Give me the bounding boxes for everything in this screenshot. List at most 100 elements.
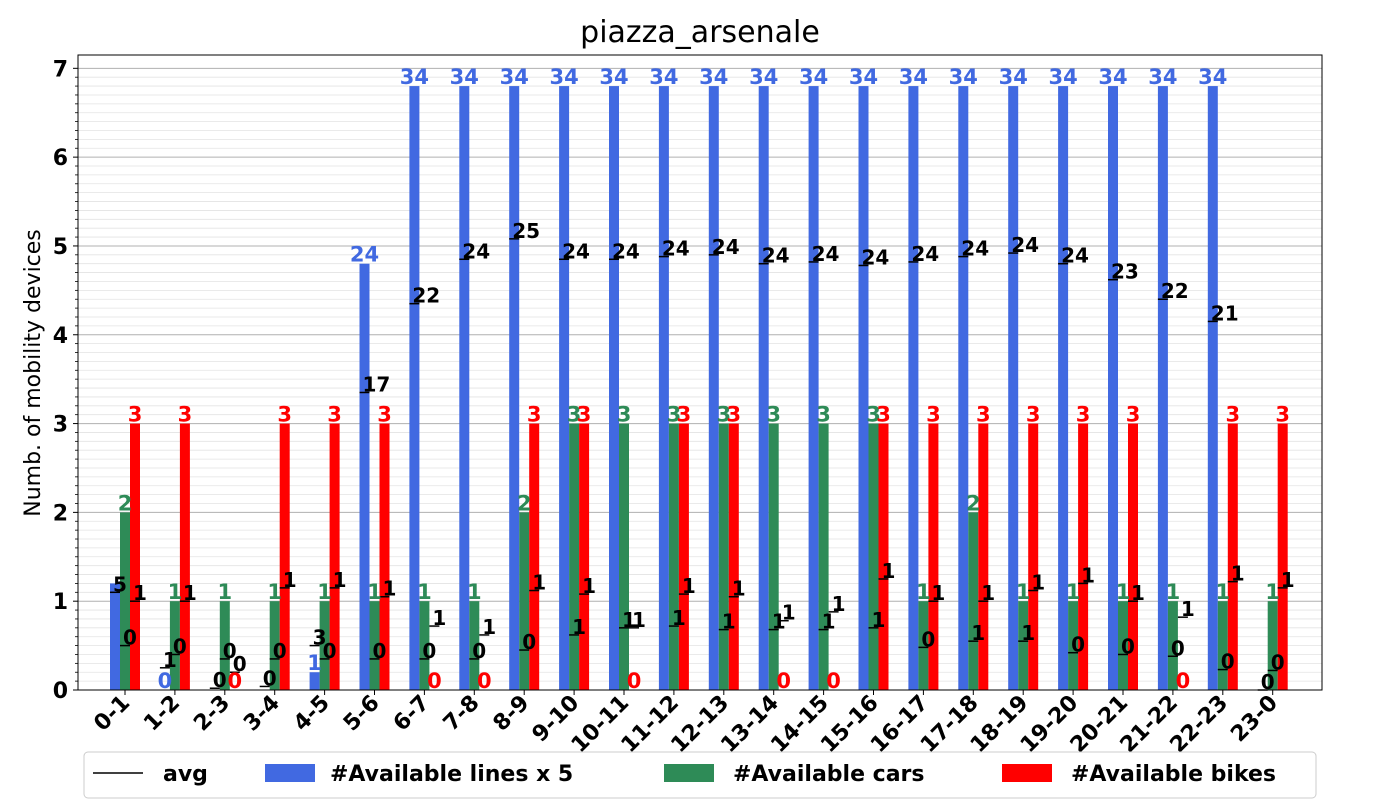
bar-label: 34 [699, 65, 728, 89]
bar [279, 423, 290, 690]
bar-label: 3 [816, 403, 831, 427]
bar [559, 86, 570, 690]
avg-label: 1 [722, 610, 736, 634]
y-tick-label: 3 [53, 413, 68, 438]
avg-label: 0 [422, 639, 436, 663]
legend-cars-label: #Available cars [733, 762, 925, 787]
bar-label: 2 [118, 491, 133, 515]
avg-label: 0 [373, 639, 387, 663]
bar-label: 34 [400, 65, 429, 89]
avg-label: 17 [363, 372, 391, 396]
bars [110, 86, 1288, 690]
bar [379, 423, 390, 690]
avg-label: 1 [822, 610, 836, 634]
avg-label: 1 [383, 577, 397, 601]
avg-label: 0 [123, 626, 137, 650]
avg-label: 5 [113, 572, 127, 596]
avg-label: 24 [1011, 233, 1039, 257]
bar [678, 423, 689, 690]
bar-label: 3 [567, 403, 582, 427]
avg-label: 1 [882, 559, 896, 583]
bar [179, 423, 190, 690]
bar-label: 3 [1225, 403, 1240, 427]
avg-label: 1 [482, 615, 496, 639]
avg-label: 24 [612, 239, 640, 263]
bar [309, 672, 320, 690]
bar [329, 423, 340, 690]
avg-label: 1 [1021, 621, 1035, 645]
bar [668, 423, 679, 690]
y-tick-label: 0 [53, 679, 68, 704]
bar-label: 34 [849, 65, 878, 89]
avg-label: 1 [133, 581, 147, 605]
plot-frame [77, 54, 1323, 691]
bar [808, 86, 819, 690]
bar-label: 3 [1076, 403, 1091, 427]
bar-label: 34 [649, 65, 678, 89]
avg-label: 22 [412, 284, 440, 308]
avg-label: 1 [682, 574, 696, 598]
avg-label: 1 [971, 621, 985, 645]
avg-label: 24 [812, 242, 840, 266]
avg-label: 1 [183, 581, 197, 605]
avg-label: 0 [223, 639, 237, 663]
bar [1028, 423, 1039, 690]
avg-label: 1 [283, 568, 297, 592]
avg-label: 24 [712, 235, 740, 259]
avg-label: 0 [1271, 650, 1285, 674]
bar [409, 86, 420, 690]
bar-label: 2 [517, 491, 532, 515]
legend-cars-swatch [664, 764, 714, 782]
x-tick-label: 6-7 [389, 691, 435, 737]
avg-label: 0 [213, 668, 227, 692]
bar [120, 512, 130, 690]
bar-label: 34 [450, 65, 479, 89]
chart-title: piazza_arsenale [580, 15, 820, 50]
bar-label: 34 [1198, 65, 1227, 89]
bar-label: 3 [667, 403, 682, 427]
bar-label: 0 [427, 669, 442, 693]
bar-label: 34 [1148, 65, 1177, 89]
legend-lines-label: #Available lines x 5 [330, 762, 573, 787]
bar [369, 601, 380, 690]
avg-label: 1 [931, 581, 945, 605]
avg-label: 24 [762, 244, 790, 268]
bar-label: 3 [527, 403, 542, 427]
avg-label: 1 [632, 608, 646, 632]
x-tick-label: 0-1 [89, 691, 135, 737]
bar [1267, 601, 1278, 690]
bar-label: 3 [178, 403, 193, 427]
bar [219, 601, 230, 690]
bar [1078, 423, 1089, 690]
x-tick-label: 3-4 [239, 691, 285, 737]
bar [110, 583, 120, 690]
avg-label: 24 [862, 245, 890, 269]
bar-label: 0 [826, 669, 841, 693]
avg-label: 0 [1261, 670, 1275, 694]
bar [1128, 423, 1138, 690]
bar [469, 601, 480, 690]
bar [269, 601, 280, 690]
avg-label: 1 [1031, 571, 1045, 595]
bar [519, 512, 530, 690]
avg-label: 21 [1211, 301, 1239, 325]
avg-label: 1 [1081, 563, 1095, 587]
bar-label: 0 [1176, 669, 1191, 693]
bar [918, 601, 929, 690]
avg-label: 1 [582, 574, 596, 598]
y-tick-label: 5 [53, 235, 68, 260]
bar-label: 1 [168, 580, 183, 604]
avg-label: 24 [1061, 244, 1089, 268]
x-axis-ticks: 0-1 1-2 2-3 3-4 4-5 5-6 6-7 7-8 8-99-1010-1111-1… [89, 690, 1283, 758]
y-tick-label: 6 [53, 146, 68, 171]
bar-label: 3 [577, 403, 592, 427]
bar [728, 423, 739, 690]
avg-label: 1 [1131, 581, 1145, 605]
avg-label: 0 [522, 630, 536, 654]
bar-label: 1 [417, 580, 432, 604]
avg-label: 0 [273, 639, 287, 663]
bar-label: 1 [217, 580, 232, 604]
bar-label: 24 [350, 243, 379, 267]
